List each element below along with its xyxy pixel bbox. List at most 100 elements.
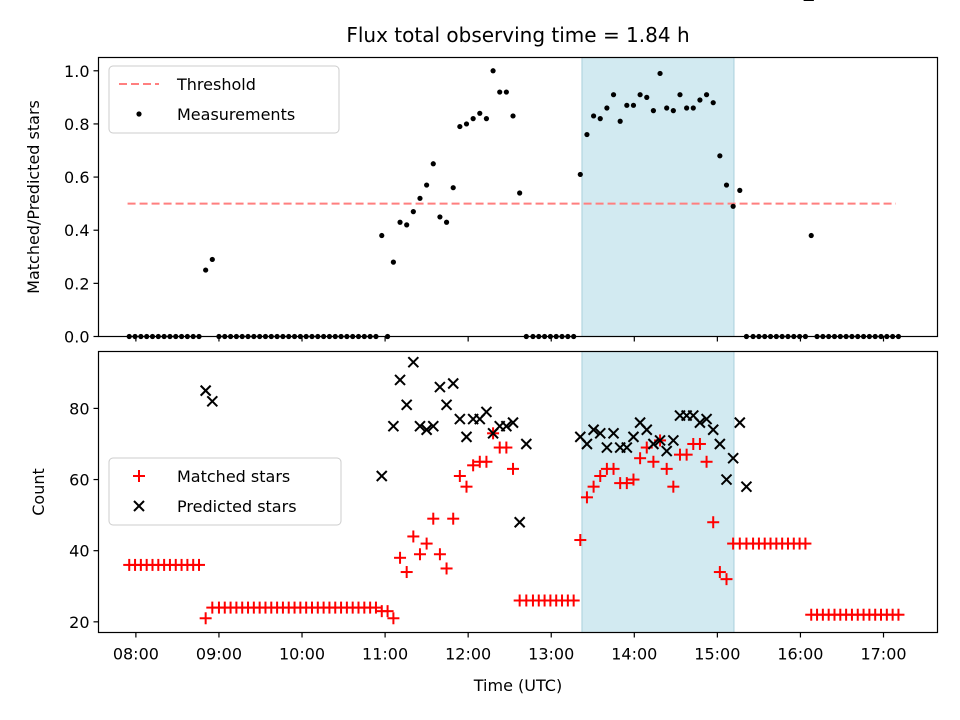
matched-star-point xyxy=(440,562,453,575)
matched-star-point xyxy=(467,459,480,472)
measurement-point xyxy=(703,92,710,98)
count-y-axis: 20 40 60 80 xyxy=(69,399,99,632)
predicted-star-point xyxy=(740,480,753,493)
predicted-star-point xyxy=(641,424,653,436)
measurement-point xyxy=(710,100,716,106)
ratio-y-axis: 0.0 0.2 0.4 0.6 0.8 1.0 xyxy=(64,62,99,347)
predicted-star-point xyxy=(694,416,706,429)
predicted-star-point xyxy=(434,381,446,393)
x-tick-label: 13:00 xyxy=(528,645,574,664)
legend-matched-label: Matched stars xyxy=(177,467,290,486)
measurement-point xyxy=(483,116,490,122)
legend-threshold-label: Threshold xyxy=(176,75,256,94)
predicted-star-point xyxy=(480,406,493,418)
matched-star-point xyxy=(892,608,905,621)
matched-star-point xyxy=(713,566,726,579)
x-tick-label: 10:00 xyxy=(279,645,325,664)
matched-star-point xyxy=(680,448,693,461)
predicted-star-point xyxy=(607,427,620,440)
legend-measurements-label: Measurements xyxy=(177,105,295,124)
matched-star-point xyxy=(427,512,440,525)
predicted-star-point xyxy=(447,377,459,390)
matched-star-point xyxy=(199,612,212,625)
matched-star-point xyxy=(660,462,673,475)
legend-predicted-swatch xyxy=(133,500,145,512)
measurement-point xyxy=(730,203,736,209)
count-legend: Matched stars Predicted stars xyxy=(108,457,342,526)
matched-star-point xyxy=(693,437,706,450)
chart-title: Flux total observing time = 1.84 h xyxy=(346,23,689,47)
count-highlight-span xyxy=(581,351,735,633)
predicted-star-point xyxy=(500,420,513,432)
matched-star-point xyxy=(394,551,407,564)
predicted-star-point xyxy=(407,356,420,368)
y-tick-label: 0.4 xyxy=(64,221,89,240)
predicted-star-point xyxy=(507,416,519,429)
measurement-point xyxy=(690,105,696,111)
matched-star-point xyxy=(420,537,433,550)
measurement-point xyxy=(430,161,436,167)
matched-star-point xyxy=(607,462,620,475)
matched-star-point xyxy=(447,512,460,525)
legend-predicted-label: Predicted stars xyxy=(177,497,297,516)
measurement-point xyxy=(604,105,610,111)
predicted-star-point xyxy=(587,424,600,436)
predicted-star-point xyxy=(714,438,726,450)
matched-star-point xyxy=(647,455,660,468)
measurement-point xyxy=(477,110,483,116)
measurement-point xyxy=(630,102,637,108)
matched-star-point xyxy=(720,573,733,586)
measurement-point xyxy=(379,232,385,239)
count-x-axis: 08:00 09:00 10:00 11:00 12:00 13:00 14:00 15:00… xyxy=(113,632,907,664)
x-tick-label: 11:00 xyxy=(362,645,408,664)
ratio-legend: Threshold Measurements xyxy=(108,65,340,134)
measurement-point xyxy=(404,222,410,228)
matched-star-point xyxy=(620,477,633,490)
predicted-star-point xyxy=(387,420,400,432)
measurement-point xyxy=(717,153,723,159)
measurement-point xyxy=(510,113,516,119)
predicted-star-point xyxy=(601,441,613,454)
predicted-star-point xyxy=(400,399,413,411)
predicted-star-point xyxy=(581,438,593,450)
ratio-panel: 0.0 0.2 0.4 0.6 0.8 1.0 Matched/Predicted sta… xyxy=(24,56,939,347)
matched-star-point xyxy=(799,537,812,550)
measurement-point xyxy=(610,92,617,98)
y-tick-label: 40 xyxy=(69,542,89,561)
measurement-point xyxy=(463,121,470,127)
y-tick-label: 20 xyxy=(69,613,89,632)
y-tick-label: 0.6 xyxy=(64,168,89,187)
measurement-point xyxy=(723,182,730,188)
x-tick-label: 09:00 xyxy=(196,645,242,664)
predicted-star-point xyxy=(520,438,533,450)
predicted-star-point xyxy=(206,395,219,408)
count-y-label: Count xyxy=(29,468,48,516)
x-tick-label: 08:00 xyxy=(113,645,159,664)
x-tick-label: 15:00 xyxy=(694,645,740,664)
y-tick-label: 60 xyxy=(69,471,89,490)
x-tick-label: 17:00 xyxy=(860,645,906,664)
measurement-point xyxy=(737,187,743,193)
ratio-highlight-span xyxy=(581,57,735,337)
y-tick-label: 1.0 xyxy=(64,62,89,81)
matched-star-point xyxy=(574,534,587,547)
measurement-point xyxy=(450,185,456,191)
y-tick-label: 0.2 xyxy=(64,274,89,293)
predicted-star-point xyxy=(660,445,673,457)
predicted-star-point xyxy=(647,438,660,450)
measurement-point xyxy=(577,171,583,178)
predicted-star-point xyxy=(199,384,212,397)
matched-star-point xyxy=(480,455,493,468)
matched-star-point xyxy=(707,516,720,529)
measurement-point xyxy=(597,116,603,122)
measurement-point xyxy=(637,92,643,98)
x-tick-label: 14:00 xyxy=(611,645,657,664)
measurement-point xyxy=(650,108,657,114)
measurement-point xyxy=(397,219,403,225)
matched-star-point xyxy=(413,548,426,561)
predicted-star-point xyxy=(414,420,426,432)
measurement-point xyxy=(203,267,209,273)
ratio-plot-frame xyxy=(97,56,939,338)
matched-star-point xyxy=(381,605,394,618)
